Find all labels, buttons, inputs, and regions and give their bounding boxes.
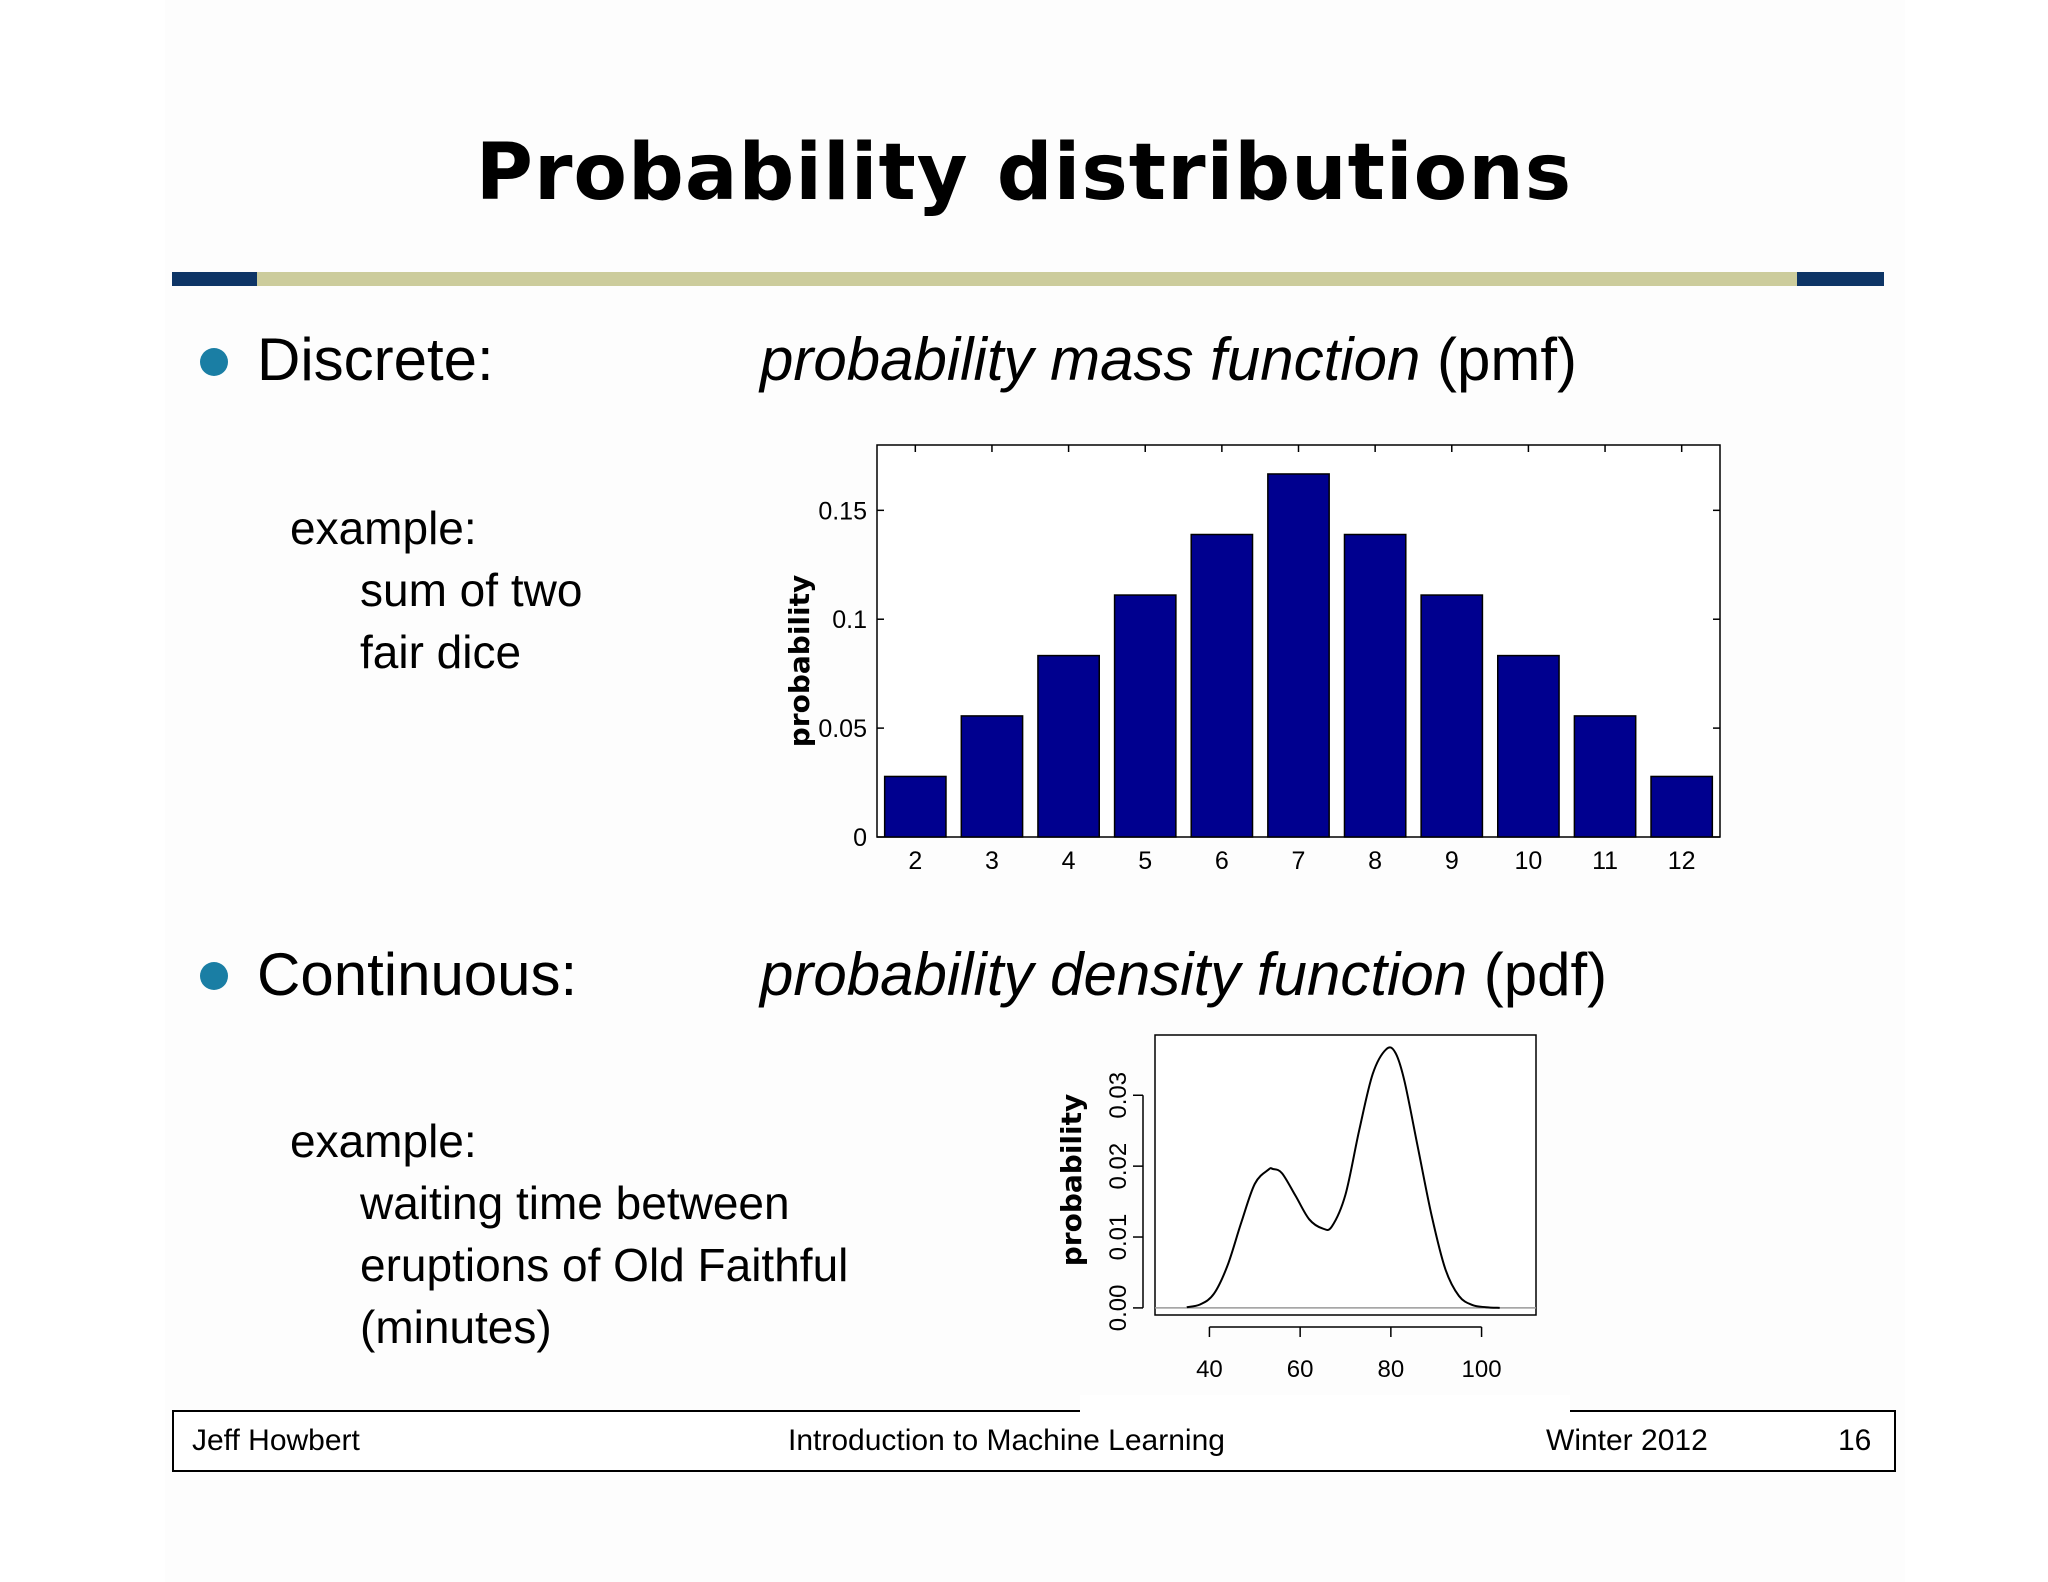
footer-page-number: 16	[1838, 1424, 1872, 1457]
pmf-bar	[1420, 594, 1484, 838]
pmf-y-axis-label: probability	[783, 575, 816, 748]
discrete-label: Discrete:	[257, 326, 494, 393]
pmf-x-tick-label: 6	[1215, 847, 1229, 875]
pmf-bar	[960, 715, 1024, 838]
pmf-bar	[1190, 533, 1254, 838]
pmf-x-tick-label: 7	[1292, 847, 1306, 875]
pmf-subtitle-abbrev: (pmf)	[1437, 326, 1577, 393]
continuous-example: example: waiting time between eruptions …	[290, 1110, 848, 1358]
title-rule-right	[1797, 272, 1884, 286]
pmf-subtitle-italic: probability mass function	[760, 326, 1421, 393]
pmf-x-tick-label: 10	[1515, 847, 1543, 875]
pdf-y-tick-label: 0.01	[1105, 1214, 1132, 1261]
pmf-bar	[1343, 533, 1407, 838]
pmf-x-tick-label: 8	[1368, 847, 1382, 875]
pmf-x-tick-label: 4	[1062, 847, 1076, 875]
pdf-plot-area	[1154, 1034, 1537, 1316]
pdf-y-tick-label: 0.03	[1105, 1072, 1132, 1119]
pmf-y-tick-label: 0.15	[818, 497, 867, 525]
pmf-bar	[1267, 473, 1330, 838]
continuous-example-line: waiting time between	[360, 1177, 790, 1229]
discrete-example: example: sum of two fair dice	[290, 497, 582, 683]
pmf-x-tick-label: 5	[1138, 847, 1152, 875]
pdf-y-tick-label: 0.02	[1105, 1143, 1132, 1190]
footer-term: Winter 2012	[1546, 1424, 1708, 1457]
pmf-subtitle: probability mass function (pmf)	[760, 325, 1577, 394]
pmf-bar	[1650, 775, 1714, 838]
bullet-icon	[200, 962, 228, 990]
discrete-example-line: fair dice	[360, 626, 522, 678]
pdf-density-line	[1186, 1046, 1500, 1309]
discrete-example-label: example:	[290, 502, 477, 554]
pmf-bar-chart: 2 3 4 5 6 7 8 9 10 11 12 0 0.05 0.1 0.15 probability	[783, 444, 1721, 875]
title-rule-middle	[257, 272, 1797, 286]
footer-course: Introduction to Machine Learning	[788, 1424, 1225, 1457]
pdf-x-tick-label: 60	[1287, 1356, 1314, 1383]
pdf-y-axis-label: probability	[1055, 1094, 1088, 1267]
pdf-density-chart: 40 60 80 100 0.00 0.01 0.02 0.03 probability	[1055, 1034, 1537, 1383]
continuous-example-line: eruptions of Old Faithful	[360, 1239, 849, 1291]
bullet-icon	[200, 348, 228, 376]
continuous-example-line: (minutes)	[360, 1301, 552, 1353]
pdf-x-tick-label: 40	[1196, 1356, 1223, 1383]
pmf-x-tick-label: 2	[908, 847, 922, 875]
footer-chart-overlap	[1080, 1395, 1570, 1415]
pdf-y-tick-label: 0.00	[1105, 1285, 1132, 1332]
continuous-label: Continuous:	[257, 941, 578, 1008]
slide-footer: Jeff Howbert Introduction to Machine Lea…	[172, 1410, 1896, 1472]
pmf-bar	[1037, 654, 1100, 838]
footer-author: Jeff Howbert	[192, 1424, 360, 1457]
pmf-y-tick-label: 0.05	[818, 715, 867, 743]
pmf-y-tick-label: 0	[853, 824, 867, 852]
pmf-bar	[1573, 715, 1637, 838]
discrete-example-line: sum of two	[360, 564, 583, 616]
pmf-y-tick-label: 0.1	[832, 606, 867, 634]
pmf-bar	[1113, 594, 1177, 838]
pdf-subtitle-abbrev: (pdf)	[1483, 941, 1608, 1008]
pdf-subtitle: probability density function (pdf)	[760, 940, 1607, 1009]
pmf-x-tick-label: 11	[1592, 847, 1618, 875]
continuous-example-label: example:	[290, 1115, 477, 1167]
pdf-x-tick-label: 100	[1462, 1356, 1502, 1383]
pmf-x-tick-label: 12	[1668, 847, 1696, 875]
slide-title: Probability distributions	[475, 128, 1573, 218]
pmf-x-tick-label: 9	[1445, 847, 1459, 875]
pdf-x-tick-label: 80	[1378, 1356, 1405, 1383]
pmf-x-tick-label: 3	[985, 847, 999, 875]
pmf-bar	[1497, 654, 1560, 838]
pmf-bar	[883, 775, 947, 838]
title-rule-left	[172, 272, 257, 286]
pdf-subtitle-italic: probability density function	[760, 941, 1468, 1008]
